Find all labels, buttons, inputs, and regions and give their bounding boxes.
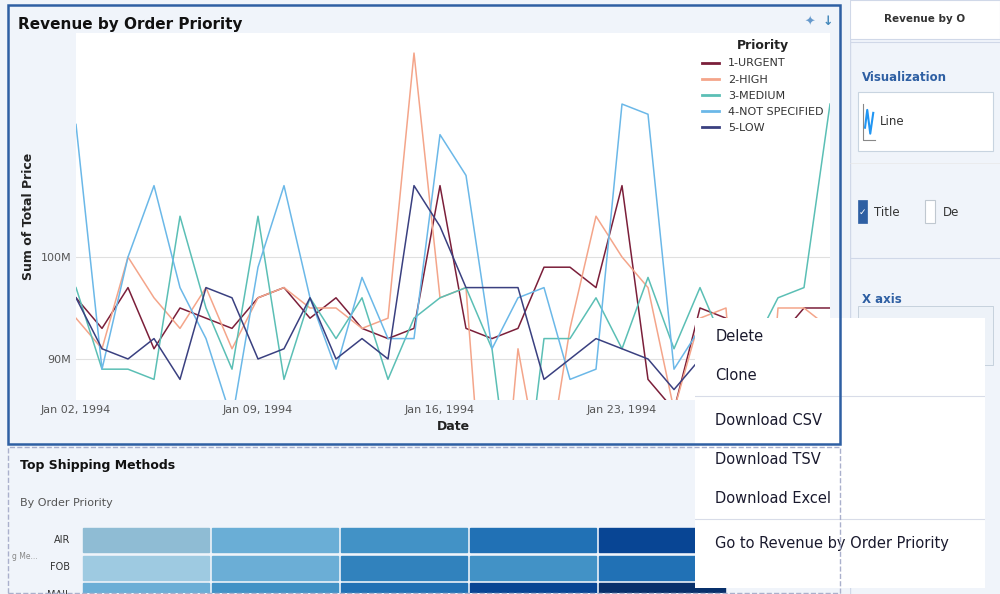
Bar [850, 0, 1000, 39]
Bar [83, 528, 209, 552]
Bar [212, 583, 338, 594]
Text: ↓: ↓ [823, 15, 833, 29]
X-axis label: Date: Date [436, 420, 470, 433]
Text: Clone: Clone [715, 368, 757, 383]
Text: By Order Priority: By Order Priority [20, 498, 113, 508]
Text: ▦: ▦ [868, 331, 877, 340]
Legend: 1-URGENT, 2-HIGH, 3-MEDIUM, 4-NOT SPECIFIED, 5-LOW: 1-URGENT, 2-HIGH, 3-MEDIUM, 4-NOT SPECIF… [698, 35, 828, 137]
Text: De: De [943, 206, 959, 219]
Bar [341, 556, 467, 580]
Bar [212, 556, 338, 580]
Bar [212, 528, 338, 552]
Bar [470, 528, 596, 552]
Bar [470, 556, 596, 580]
Bar [341, 583, 467, 594]
Bar [599, 583, 725, 594]
Text: Line: Line [880, 115, 905, 128]
Bar [599, 528, 725, 552]
Bar [858, 92, 992, 151]
Text: X axis: X axis [862, 293, 902, 307]
Bar [83, 583, 209, 594]
Bar [341, 528, 467, 552]
Text: MAIL: MAIL [47, 590, 70, 594]
Text: ✓: ✓ [859, 207, 866, 217]
Text: AIR: AIR [54, 535, 70, 545]
Y-axis label: Sum of Total Price: Sum of Total Price [22, 153, 35, 280]
Text: ✦: ✦ [805, 15, 815, 29]
Text: g Me...: g Me... [12, 552, 38, 561]
Text: Go to Revenue by Order Priority: Go to Revenue by Order Priority [715, 536, 949, 551]
Bar [599, 556, 725, 580]
Text: Delete: Delete [715, 329, 763, 344]
Text: Download Excel: Download Excel [715, 491, 831, 506]
Text: Download TSV: Download TSV [715, 452, 821, 467]
Text: Revenue by Order Priority: Revenue by Order Priority [18, 17, 242, 31]
Text: Revenue by O: Revenue by O [884, 14, 966, 24]
Text: Title: Title [874, 206, 900, 219]
Text: FOB: FOB [50, 563, 70, 573]
Bar [925, 200, 935, 223]
Bar [858, 306, 992, 365]
Text: Top Shipping Methods: Top Shipping Methods [20, 459, 176, 472]
Bar [470, 583, 596, 594]
Text: Download CSV: Download CSV [715, 413, 822, 428]
Bar [858, 200, 867, 223]
Text: DAILY(Da: DAILY(Da [883, 331, 936, 340]
Bar [83, 556, 209, 580]
Text: Visualization: Visualization [862, 71, 947, 84]
